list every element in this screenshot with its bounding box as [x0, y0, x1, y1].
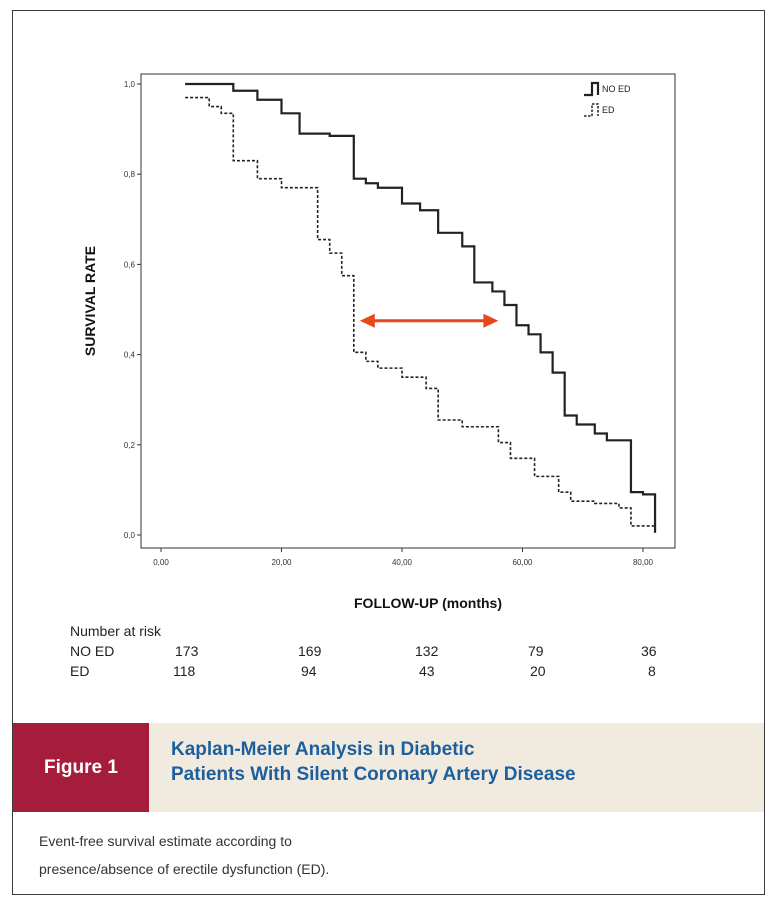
annotation-arrow-head-right [483, 313, 499, 328]
figure-caption: Event-free survival estimate according t… [39, 827, 739, 883]
risk-cell: 36 [641, 643, 657, 659]
figure-caption-line: presence/absence of erectile dysfunction… [39, 861, 330, 877]
risk-cell: 94 [301, 663, 317, 679]
risk-table: Number at risk NO ED 173 169 132 79 36 E… [13, 623, 766, 713]
x-tick-label: 20,00 [271, 558, 292, 567]
x-tick-label: 40,00 [392, 558, 413, 567]
risk-row-no-ed: NO ED 173 169 132 79 36 [13, 643, 766, 663]
chart-annotations [359, 313, 499, 328]
y-axis-label: SURVIVAL RATE [82, 246, 98, 356]
y-tick-label: 0,6 [124, 260, 136, 269]
figure-caption-bar: Figure 1 Kaplan-Meier Analysis in Diabet… [13, 723, 764, 812]
plot-area-border [140, 73, 676, 549]
risk-table-title: Number at risk [70, 623, 162, 639]
legend-label: ED [602, 105, 615, 115]
risk-cell: 79 [528, 643, 544, 659]
risk-cell: 8 [648, 663, 656, 679]
y-tick-label: 0,2 [124, 441, 136, 450]
figure-title-line: Patients With Silent Coronary Artery Dis… [171, 764, 576, 785]
risk-cell: 173 [175, 643, 199, 659]
y-tick-label: 0,8 [124, 170, 136, 179]
risk-table-header: Number at risk [13, 623, 766, 643]
km-chart: 0,00 20,00 40,00 60,00 80,00 0,0 0,2 0,4 0,6 0,8 1… [82, 73, 676, 611]
x-axis-label: FOLLOW-UP (months) [354, 595, 502, 611]
figure-frame: 0,00 20,00 40,00 60,00 80,00 0,0 0,2 0,4 0,6 0,8 1… [12, 10, 765, 895]
risk-cell: 20 [530, 663, 546, 679]
risk-cell: 118 [173, 663, 196, 679]
figure-caption-line: Event-free survival estimate according t… [39, 833, 292, 849]
x-tick-label: 0,00 [153, 558, 169, 567]
figure-title-line: Kaplan-Meier Analysis in Diabetic [171, 739, 475, 760]
y-tick-label: 0,0 [124, 531, 136, 540]
y-tick-label: 0,4 [124, 351, 136, 360]
chart-ticks: 0,00 20,00 40,00 60,00 80,00 0,0 0,2 0,4 0,6 0,8 1… [124, 80, 654, 567]
series-line-no-ed [185, 82, 657, 533]
risk-row-ed: ED 118 94 43 20 8 [13, 663, 766, 683]
risk-cell: 169 [298, 643, 322, 659]
legend-label: NO ED [602, 84, 631, 94]
figure-label: Figure 1 [13, 723, 149, 812]
chart-lines [185, 82, 657, 533]
figure-title: Kaplan-Meier Analysis in Diabetic Patien… [171, 737, 751, 787]
chart-axes [140, 73, 676, 549]
risk-row-label: NO ED [70, 643, 115, 659]
y-tick-label: 1,0 [124, 80, 136, 89]
series-line-ed [185, 96, 656, 533]
x-tick-label: 80,00 [633, 558, 654, 567]
annotation-arrow-head-left [359, 313, 375, 328]
risk-row-label: ED [70, 663, 90, 679]
legend-swatch [584, 103, 599, 117]
chart-legend: NO ED ED [584, 81, 631, 117]
risk-cell: 132 [415, 643, 439, 659]
risk-cell: 43 [419, 663, 435, 679]
legend-swatch [584, 81, 600, 97]
x-tick-label: 60,00 [512, 558, 533, 567]
